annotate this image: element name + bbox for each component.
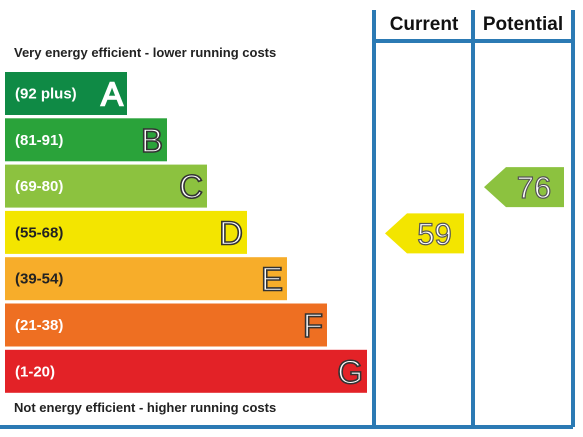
current-column-header: Current bbox=[390, 14, 459, 35]
potential-rating-value: 76 bbox=[517, 170, 551, 205]
band-letter-g: G bbox=[337, 353, 363, 390]
chart-frame bbox=[0, 10, 575, 429]
band-bar-g bbox=[5, 349, 367, 393]
band-bar-d bbox=[5, 210, 247, 254]
band-letter-d: D bbox=[219, 214, 243, 251]
efficient-note: Very energy efficient - lower running co… bbox=[14, 45, 276, 60]
inefficient-note: Not energy efficient - higher running co… bbox=[14, 400, 276, 415]
rating-markers: 59 76 bbox=[385, 167, 564, 254]
band-bar-b bbox=[5, 118, 167, 162]
rating-bands: (92 plus) A (81-91) B (69-80) C (55-68) D (39-54… bbox=[5, 72, 367, 393]
band-letter-f: F bbox=[303, 307, 323, 344]
band-range-f: (21-38) bbox=[15, 317, 63, 334]
band-bar-f bbox=[5, 303, 327, 347]
potential-column-header: Potential bbox=[483, 14, 563, 35]
band-range-a: (92 plus) bbox=[15, 86, 77, 103]
band-range-d: (55-68) bbox=[15, 224, 63, 241]
current-rating-value: 59 bbox=[417, 216, 451, 251]
band-range-b: (81-91) bbox=[15, 132, 63, 149]
band-bar-a bbox=[5, 72, 127, 115]
band-range-e: (39-54) bbox=[15, 271, 63, 288]
band-letter-e: E bbox=[261, 261, 283, 298]
band-letter-b: B bbox=[141, 122, 163, 159]
band-bar-e bbox=[5, 257, 287, 301]
band-letter-c: C bbox=[179, 168, 203, 205]
band-range-g: (1-20) bbox=[15, 363, 55, 380]
band-range-c: (69-80) bbox=[15, 178, 63, 195]
current-rating-arrow bbox=[385, 213, 464, 254]
band-letter-a: A bbox=[101, 76, 123, 113]
band-bar-c bbox=[5, 164, 207, 208]
potential-rating-arrow bbox=[484, 167, 564, 208]
